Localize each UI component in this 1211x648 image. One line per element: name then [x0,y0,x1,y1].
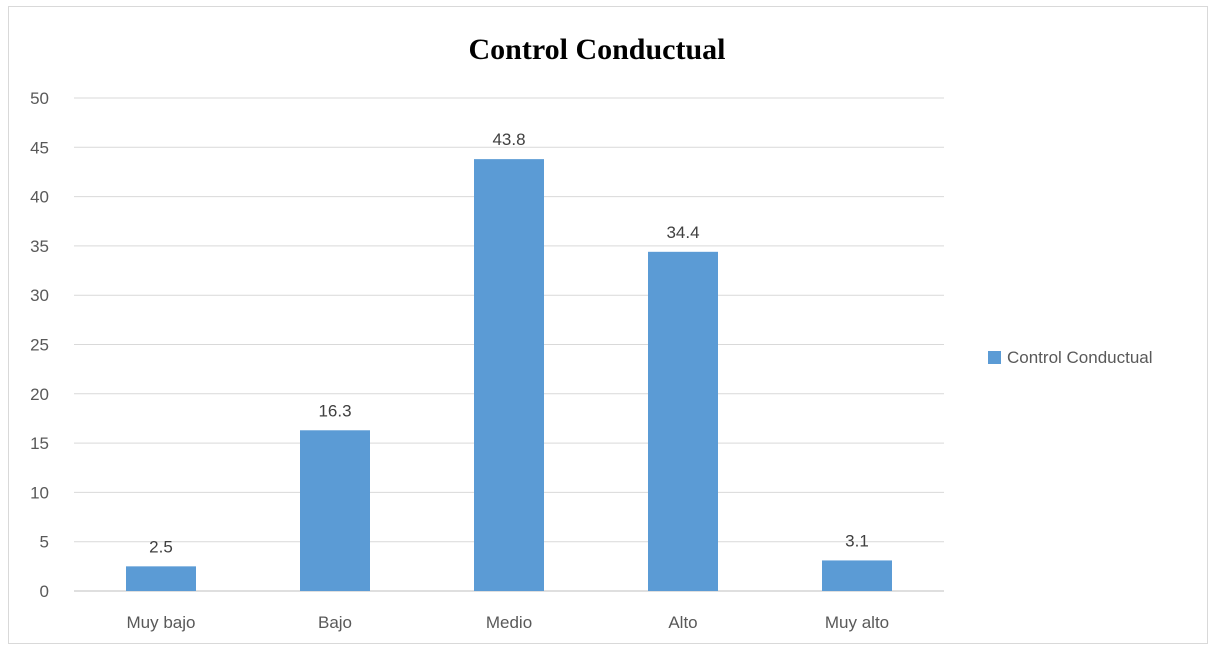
chart-title: Control Conductual [469,33,726,66]
legend-swatch [988,351,1001,364]
y-tick-label: 50 [30,89,49,108]
data-label: 34.4 [666,223,699,242]
bar [126,566,196,591]
bar [822,560,892,591]
y-tick-label: 35 [30,237,49,256]
bars [126,159,892,592]
bar [300,430,370,591]
y-tick-label: 45 [30,138,49,157]
bar [474,159,544,591]
data-label: 3.1 [845,531,869,550]
chart-frame [8,6,1208,644]
x-tick-label: Medio [486,613,532,632]
y-tick-label: 40 [30,188,49,207]
y-tick-label: 30 [30,286,49,305]
legend: Control Conductual [988,348,1153,367]
data-label: 2.5 [149,537,173,556]
x-tick-label: Muy alto [825,613,889,632]
y-tick-label: 20 [30,385,49,404]
y-tick-label: 10 [30,483,49,502]
y-axis: 0 5 10 15 20 25 30 35 40 45 50 [30,89,49,601]
x-tick-label: Bajo [318,613,352,632]
bar [648,251,718,592]
legend-label: Control Conductual [1007,348,1153,367]
x-axis: Muy bajo Bajo Medio Alto Muy alto [127,613,890,632]
y-tick-label: 25 [30,336,49,355]
data-labels: 2.5 16.3 43.8 34.4 3.1 [149,130,869,556]
x-tick-label: Alto [668,613,697,632]
data-label: 16.3 [318,401,351,420]
data-label: 43.8 [492,130,525,149]
y-tick-label: 15 [30,434,49,453]
y-tick-label: 0 [40,582,49,601]
y-tick-label: 5 [40,533,49,552]
x-tick-label: Muy bajo [127,613,196,632]
